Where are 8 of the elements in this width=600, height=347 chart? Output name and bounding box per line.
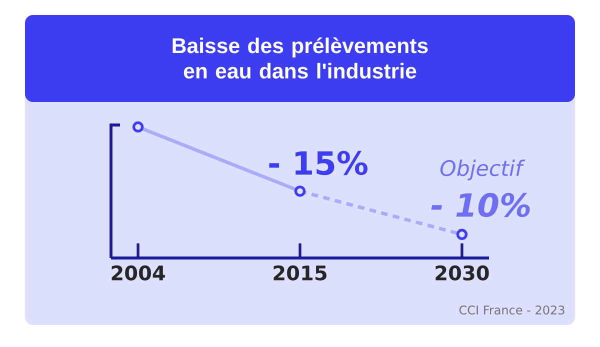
annotation: - 10% — [431, 192, 530, 218]
chart-title: Baisse des prélèvements en eau dans l'industrie — [172, 37, 428, 79]
x-tick-label: 2015 — [274, 265, 326, 281]
x-tick-label: 2030 — [436, 265, 489, 281]
annotation: - 15% — [269, 150, 368, 176]
annotation: Objectif — [440, 160, 526, 180]
text: CCI France - 2023 — [459, 305, 564, 315]
x-tick-label: 2004 — [112, 265, 165, 281]
